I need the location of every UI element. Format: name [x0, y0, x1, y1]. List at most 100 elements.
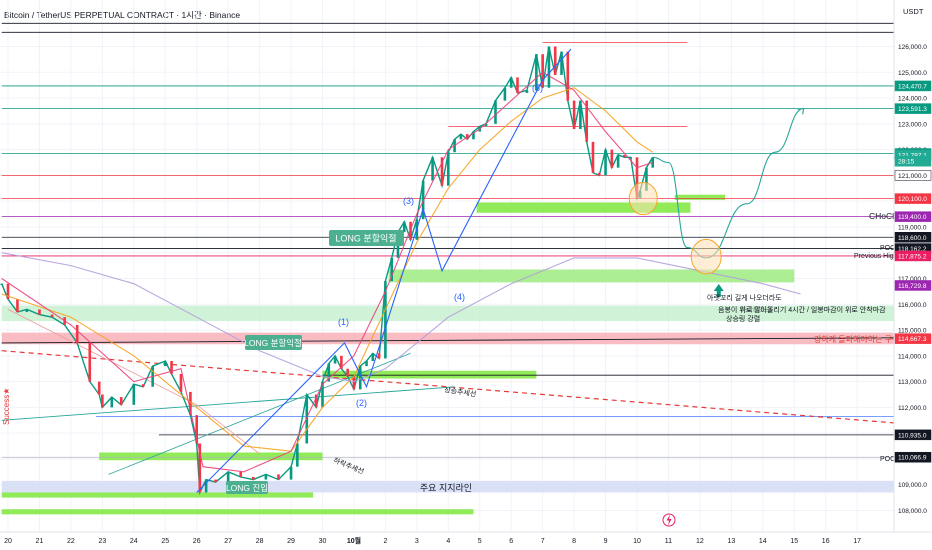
up-arrow-icon	[713, 283, 724, 297]
candle	[553, 46, 557, 75]
candle	[431, 157, 434, 181]
note-line-2: 음봉이 위로 말아올리기 4시간 / 일봉마감이 위로 안착마감	[718, 305, 886, 314]
candle	[340, 355, 343, 369]
candle	[75, 324, 79, 343]
y-tick-label: 125,000.0	[898, 70, 927, 77]
x-tick-label: 20	[4, 538, 12, 545]
x-tick-label: 30	[319, 538, 327, 545]
price-tag-box	[894, 333, 932, 344]
candle	[314, 394, 318, 408]
price-tag-box	[894, 193, 932, 204]
price-tag-box	[894, 280, 932, 291]
note-line-3: 하락리스크	[740, 305, 773, 314]
candle	[535, 54, 538, 91]
candle	[402, 221, 406, 233]
x-tick-label: 25	[161, 538, 169, 545]
candle	[629, 157, 633, 159]
x-tick-label: 8	[572, 538, 576, 545]
horizontal-levels-layer	[1, 42, 894, 458]
candle	[371, 353, 375, 361]
price-tag-label: 118,600.0	[898, 235, 927, 242]
x-tick-label: 13	[727, 538, 735, 545]
sma-line	[1, 252, 801, 383]
price-tag-label: 117,875.2	[898, 253, 927, 260]
price-tag-label: 119,400.0	[898, 214, 927, 221]
candle	[623, 154, 626, 158]
x-tick-label: 4	[446, 538, 450, 545]
grid	[0, 0, 894, 532]
candle	[289, 466, 293, 480]
x-tick-label: 28	[256, 538, 264, 545]
price-tag-box	[894, 155, 932, 167]
price-tag-box	[894, 250, 932, 262]
x-tick-label: 12	[696, 538, 704, 545]
candle	[327, 363, 331, 382]
x-tick-label: 22	[67, 538, 75, 545]
price-tag-label: 124,470.7	[898, 83, 927, 90]
candle	[516, 77, 519, 93]
poc-label-2: POC	[880, 456, 895, 463]
trendline	[1, 386, 455, 421]
zone-box	[1, 509, 474, 515]
x-tick-label: 10월	[347, 536, 361, 545]
must-break-zone-label: 강하게 돌파해야하는 구간	[814, 334, 900, 344]
ema-line	[1, 71, 653, 473]
candle	[179, 373, 183, 392]
x-tick-label: 6	[509, 538, 513, 545]
projection-curve	[652, 107, 804, 259]
candle	[333, 355, 337, 364]
success-label: Success★	[2, 388, 11, 425]
candle	[616, 154, 620, 168]
price-tag-box	[894, 103, 932, 114]
price-tag-label: 116,729.8	[898, 283, 927, 290]
candle	[16, 299, 19, 313]
candle	[163, 360, 167, 367]
x-tick-label: 27	[224, 538, 232, 545]
x-tick-label: 29	[287, 538, 295, 545]
candle	[591, 141, 595, 173]
highlight-circle	[690, 238, 722, 275]
candle	[597, 172, 601, 176]
candle	[604, 149, 607, 176]
candle	[494, 100, 497, 124]
long-entry-badge	[226, 481, 268, 494]
candle	[472, 131, 475, 140]
candle	[346, 368, 349, 377]
y-tick-label: 124,000.0	[898, 96, 927, 103]
price-tag-box	[894, 429, 932, 441]
wave-2-label: (2)	[356, 398, 367, 408]
price-tag-label: 121,000.0	[898, 173, 927, 180]
candle	[390, 257, 393, 282]
note-line-4: 상승링 강렬	[726, 314, 760, 323]
price-tag-label: 123,591.3	[898, 106, 927, 113]
candle	[198, 443, 202, 493]
y-tick-label: 119,000.0	[898, 224, 927, 231]
price-tag-label: 110,935.0	[898, 432, 927, 439]
note-line-1: 아랫꼬리 길게 나오더라도	[707, 293, 782, 302]
price-tag-label: 120,100.0	[898, 196, 927, 203]
candle	[0, 283, 4, 285]
x-tick-label: 7	[541, 538, 545, 545]
candle	[358, 366, 362, 390]
price-tag-box	[894, 451, 932, 463]
long-split-2-label: LONG 분할익절	[244, 338, 302, 348]
zone-box	[322, 370, 537, 379]
candle	[635, 157, 639, 199]
candle	[560, 51, 563, 75]
candle	[585, 100, 588, 142]
zone-box	[1, 492, 314, 498]
lightning-icon[interactable]	[662, 513, 676, 527]
candle	[189, 391, 192, 416]
x-tick-label: 14	[759, 538, 767, 545]
candle	[110, 397, 114, 408]
candle	[38, 309, 41, 315]
candle	[566, 51, 570, 101]
wave-1-label: (1)	[338, 317, 349, 327]
choch-label: CHoCh	[869, 211, 897, 221]
x-tick-label: 17	[853, 538, 861, 545]
y-tick-label: 112,000.0	[898, 405, 927, 412]
x-tick-label: 16	[822, 538, 830, 545]
x-tick-label: 10	[633, 538, 641, 545]
candle	[264, 474, 268, 480]
